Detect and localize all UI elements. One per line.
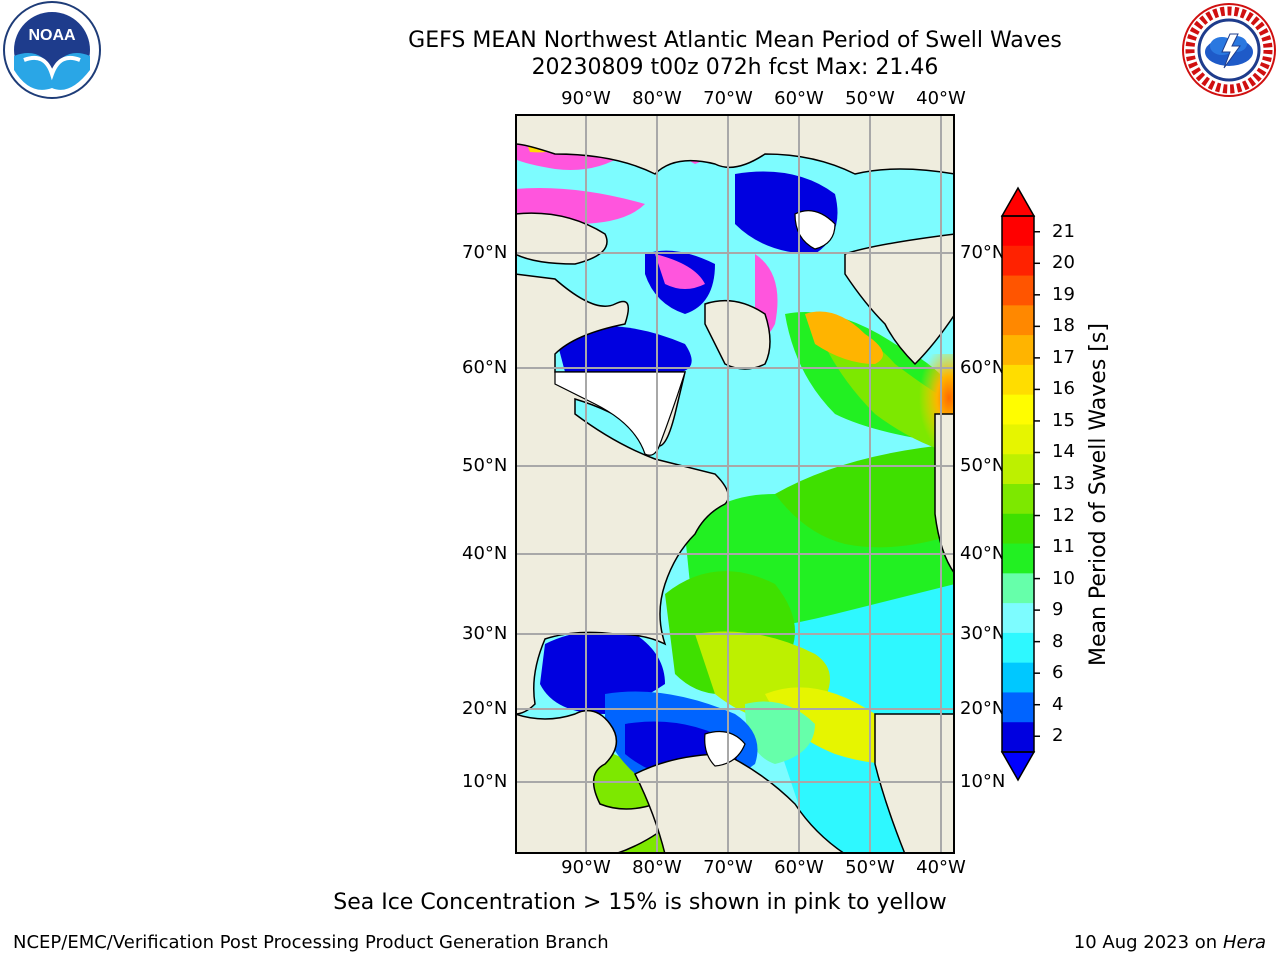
- colorbar-segment: [1002, 275, 1034, 306]
- colorbar-segment: [1002, 394, 1034, 425]
- map-panel: [515, 114, 955, 854]
- lon-label-bottom: 70°W: [703, 857, 753, 878]
- colorbar-tick-label: 17: [1052, 346, 1075, 368]
- lon-label-bottom: 50°W: [845, 857, 895, 878]
- colorbar-tick-label: 11: [1052, 536, 1075, 558]
- colorbar-tick-label: 20: [1052, 252, 1075, 274]
- lon-label-top: 80°W: [632, 88, 682, 109]
- lon-label-bottom: 90°W: [561, 857, 611, 878]
- colorbar-tick-label: 4: [1052, 693, 1064, 715]
- lon-label-bottom: 80°W: [632, 857, 682, 878]
- colorbar-segment: [1002, 632, 1034, 664]
- masked-land: [554, 210, 836, 767]
- footer-date: 10 Aug 2023 on Hera: [1074, 932, 1266, 953]
- colorbar-tick-label: 13: [1052, 473, 1075, 494]
- lat-label-right: 10°N: [960, 771, 1006, 792]
- sea-ice-note: Sea Ice Concentration > 15% is shown in …: [333, 890, 947, 915]
- colorbar-tick-label: 19: [1052, 283, 1075, 305]
- colorbar-tick-label: 18: [1052, 315, 1075, 337]
- colorbar-segment: [1002, 335, 1034, 366]
- colorbar-segment: [1002, 603, 1034, 634]
- colorbar-tick-label: 10: [1052, 567, 1075, 589]
- footer-credit: NCEP/EMC/Verification Post Processing Pr…: [13, 932, 609, 953]
- colorbar-tick-label: 14: [1052, 441, 1075, 463]
- colorbar-under-arrow: [1000, 751, 1036, 782]
- colorbar-segment: [1002, 573, 1034, 604]
- graticule: [515, 114, 955, 854]
- nws-logo-icon: [1178, 0, 1280, 100]
- lon-label-top: 50°W: [845, 88, 895, 109]
- colorbar-segment: [1002, 662, 1034, 693]
- colorbar-segment: [1002, 722, 1034, 753]
- noaa-logo-icon: NOAA: [0, 0, 104, 104]
- colorbar-segment: [1002, 245, 1034, 277]
- lat-label-left: 30°N: [462, 623, 508, 644]
- colorbar: [1000, 186, 1040, 782]
- colorbar-tick-label: 8: [1052, 630, 1064, 652]
- footer-date-text: 10 Aug 2023 on: [1073, 932, 1218, 953]
- lon-label-top: 40°W: [916, 88, 966, 109]
- lat-label-left: 50°N: [462, 455, 508, 476]
- lat-label-right: 30°N: [960, 623, 1006, 644]
- lat-label-right: 20°N: [960, 698, 1006, 719]
- lat-label-right: 50°N: [960, 455, 1006, 476]
- colorbar-over-arrow: [1000, 186, 1036, 217]
- lat-label-left: 10°N: [462, 771, 508, 792]
- lat-label-left: 20°N: [462, 698, 508, 719]
- colorbar-segment: [1002, 692, 1034, 723]
- colorbar-tick-label: 12: [1052, 504, 1075, 526]
- lat-label-left: 70°N: [462, 242, 508, 263]
- lon-label-top: 70°W: [703, 88, 753, 109]
- lat-label-right: 60°N: [960, 357, 1006, 378]
- colorbar-tick-label: 21: [1052, 220, 1075, 242]
- lat-label-right: 70°N: [960, 242, 1006, 263]
- lat-label-right: 40°N: [960, 543, 1006, 564]
- colorbar-tick-label: 2: [1052, 725, 1064, 747]
- lon-label-bottom: 40°W: [916, 857, 966, 878]
- noaa-logo-text: NOAA: [28, 27, 76, 44]
- lat-label-left: 60°N: [462, 357, 508, 378]
- colorbar-segment: [1002, 364, 1034, 396]
- chart-subtitle: 20230809 t00z 072h fcst Max: 21.46: [531, 55, 939, 80]
- colorbar-segment: [1002, 424, 1034, 455]
- colorbar-segment: [1002, 543, 1034, 574]
- colorbar-title: Mean Period of Swell Waves [s]: [1086, 323, 1111, 666]
- map-frame: [515, 114, 955, 854]
- lon-label-top: 60°W: [774, 88, 824, 109]
- colorbar-tick-label: 16: [1052, 378, 1075, 400]
- colorbar-segment: [1002, 513, 1034, 545]
- lon-label-top: 90°W: [561, 88, 611, 109]
- colorbar-tick-label: 9: [1052, 599, 1064, 621]
- lon-label-bottom: 60°W: [774, 857, 824, 878]
- colorbar-segment: [1002, 216, 1034, 247]
- colorbar-segment: [1002, 484, 1034, 515]
- colorbar-segment: [1002, 305, 1034, 336]
- chart-title: GEFS MEAN Northwest Atlantic Mean Period…: [408, 28, 1062, 53]
- colorbar-tick-label: 15: [1052, 409, 1075, 431]
- footer-machine: Hera: [1222, 932, 1266, 953]
- lat-label-left: 40°N: [462, 543, 508, 564]
- colorbar-segment: [1002, 454, 1034, 485]
- colorbar-tick-label: 6: [1052, 662, 1064, 684]
